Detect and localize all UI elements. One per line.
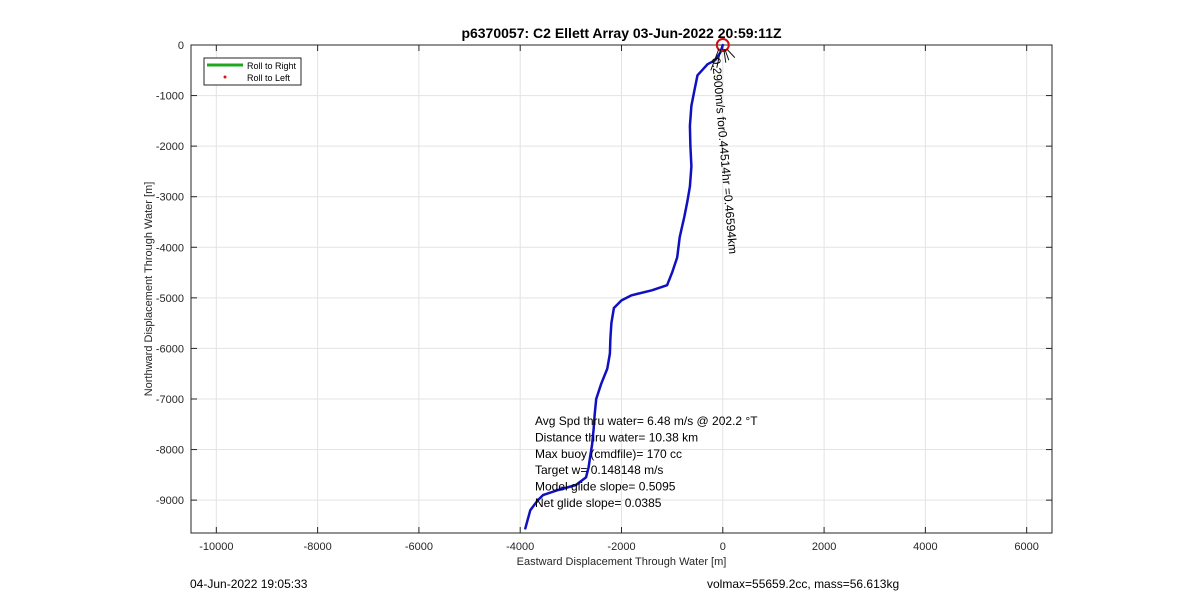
x-axis-label: Eastward Displacement Through Water [m] xyxy=(517,556,727,568)
x-tick-label: 0 xyxy=(720,541,726,553)
start-marker xyxy=(715,38,730,52)
x-tick-label: 2000 xyxy=(812,541,836,553)
track-line xyxy=(524,43,725,530)
x-tick-label: -2000 xyxy=(607,541,635,553)
y-tick-label: -5000 xyxy=(156,293,184,305)
y-tick-label: -8000 xyxy=(156,445,184,457)
stats-line: Model glide slope= 0.5095 xyxy=(535,480,676,494)
start-tangle-line xyxy=(726,48,736,58)
legend-box xyxy=(203,57,302,86)
footer-timestamp: 04-Jun-2022 19:05:33 xyxy=(190,577,308,591)
chart-title: p6370057: C2 Ellett Array 03-Jun-2022 20… xyxy=(461,25,782,41)
x-tick-label: -4000 xyxy=(506,541,534,553)
start-tangle-line xyxy=(710,48,720,71)
start-tangle xyxy=(710,48,736,71)
stats-line: Target w= 0.148148 m/s xyxy=(535,463,663,477)
y-axis-label: Northward Displacement Through Water [m] xyxy=(143,182,155,397)
y-tick-label: -3000 xyxy=(156,192,184,204)
legend: Roll to Right Roll to Left xyxy=(203,57,302,86)
x-tick-label: 4000 xyxy=(913,541,937,553)
x-tick-label: 6000 xyxy=(1014,541,1038,553)
stats-line: Net glide slope= 0.0385 xyxy=(535,496,662,510)
y-tick-label: -1000 xyxy=(156,91,184,103)
x-tick-label: -10000 xyxy=(199,541,233,553)
y-tick-label: -6000 xyxy=(156,343,184,355)
stats-line: Max buoy (cmdfile)= 170 cc xyxy=(535,447,682,461)
y-tick-label: -2000 xyxy=(156,141,184,153)
stats-annotation: Avg Spd thru water= 6.48 m/s @ 202.2 °T D… xyxy=(535,414,758,510)
legend-swatch-roll-left xyxy=(223,75,227,79)
stats-line: Avg Spd thru water= 6.48 m/s @ 202.2 °T xyxy=(535,414,758,428)
y-tick-label: -4000 xyxy=(156,242,184,254)
y-tick-label: 0 xyxy=(178,40,184,52)
y-tick-label: -9000 xyxy=(156,495,184,507)
y-tick-label: -7000 xyxy=(156,394,184,406)
legend-label-roll-right: Roll to Right xyxy=(247,61,297,71)
x-tick-label: -8000 xyxy=(304,541,332,553)
stats-line: Distance thru water= 10.38 km xyxy=(535,430,698,444)
footer-volmax-mass: volmax=55659.2cc, mass=56.613kg xyxy=(707,577,900,591)
legend-label-roll-left: Roll to Left xyxy=(247,73,291,83)
start-tangle-line xyxy=(716,48,722,68)
start-tangle-line xyxy=(723,48,727,63)
start-tangle-line xyxy=(724,48,730,61)
x-tick-label: -6000 xyxy=(405,541,433,553)
